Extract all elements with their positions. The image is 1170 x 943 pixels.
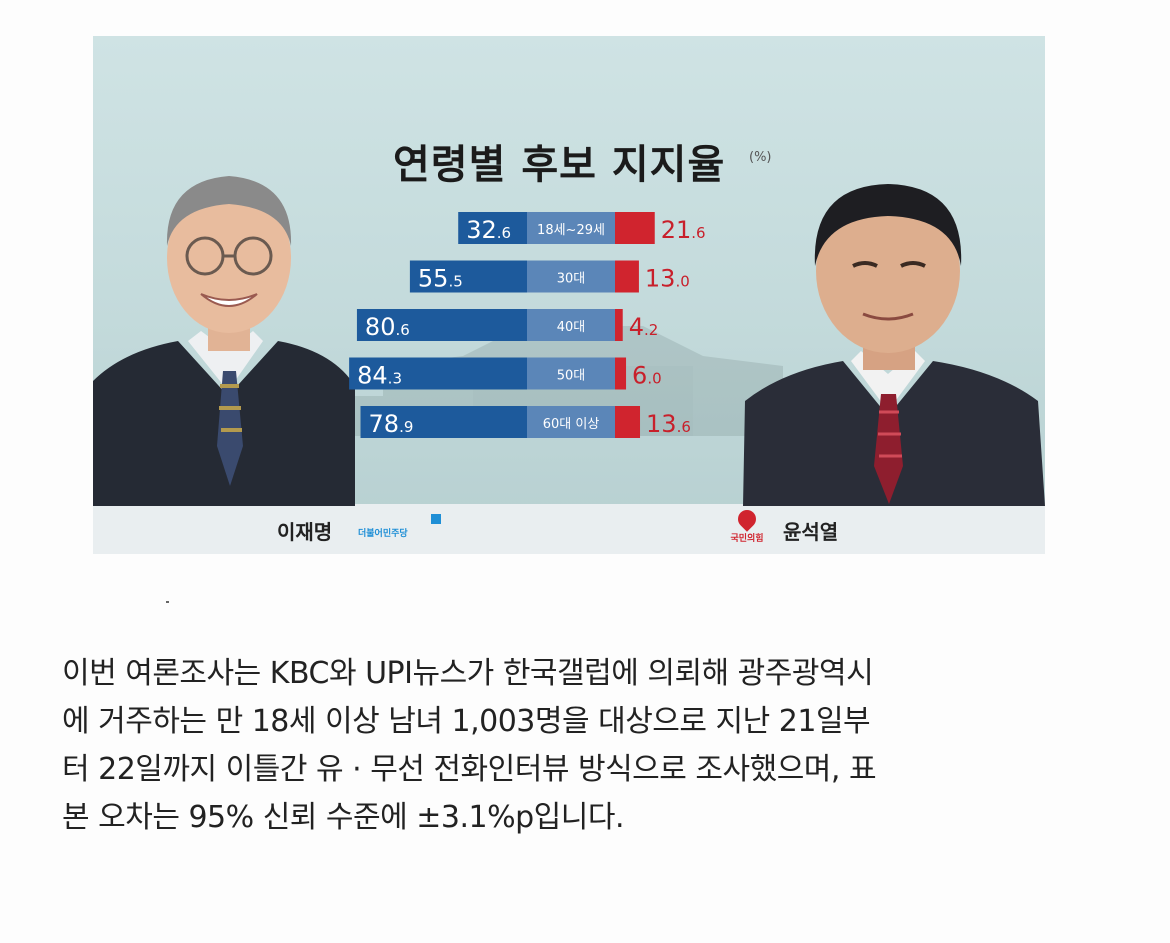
category-band-1	[527, 260, 615, 293]
caption-line-2: 에 거주하는 만 18세 이상 남녀 1,003명을 대상으로 지난 21일부	[62, 704, 871, 739]
left-value-label-0: 32.6	[466, 216, 511, 244]
right-value-label-4: 13.6	[646, 410, 691, 438]
right-value-label-3: 6.0	[632, 362, 662, 390]
divider-dot	[166, 601, 169, 603]
right-value-label-0: 21.6	[661, 216, 706, 244]
bar-left-1	[409, 260, 527, 293]
caption-line-3: 터 22일까지 이틀간 유 · 무선 전화인터뷰 방식으로 조사했으며, 표	[62, 752, 877, 787]
chart-title: 연령별 후보 지지율	[393, 142, 726, 188]
bar-right-2	[615, 309, 623, 341]
bar-right-3	[615, 357, 627, 390]
category-label-1: 30대	[557, 272, 586, 287]
left-candidate-photo	[93, 176, 355, 506]
bar-right-1	[615, 260, 639, 293]
left-value-label-4: 78.9	[369, 410, 414, 438]
left-value-label-1: 55.5	[418, 265, 463, 293]
bar-right-4	[615, 406, 641, 438]
left-party-name: 더불어민주당	[358, 529, 408, 539]
right-party-name: 국민의힘	[730, 534, 764, 544]
category-band-4	[527, 406, 615, 438]
right-value-label-2: 4.2	[629, 313, 659, 341]
left-value-label-3: 84.3	[357, 362, 402, 390]
category-label-0: 18세~29세	[537, 223, 605, 238]
bar-left-0	[458, 212, 527, 244]
left-candidate-name: 이재명	[277, 520, 333, 544]
right-value-label-1: 13.0	[645, 265, 690, 293]
right-party-logo: 국민의힘	[725, 506, 769, 544]
caption-line-1: 이번 여론조사는 KBC와 UPI뉴스가 한국갤럽에 의뢰해 광주광역시	[62, 656, 874, 691]
bar-left-4	[360, 406, 527, 438]
right-candidate-photo	[743, 184, 1045, 506]
bar-left-2	[356, 309, 527, 341]
category-band-2	[527, 309, 615, 341]
caption-line-4: 본 오차는 95% 신뢰 수준에 ±3.1%p입니다.	[62, 800, 625, 835]
candidate-footer-band	[93, 504, 1045, 554]
category-band-0	[527, 212, 615, 244]
left-party-logo: 더불어민주당	[358, 514, 441, 539]
age-support-bar-chart: 18세~29세 32.6 21.6 30대 55.5 13.0 40대 80.6 4.2 50대 8…	[349, 212, 706, 438]
chart-unit: (%)	[749, 150, 772, 165]
bar-right-0	[615, 212, 655, 244]
left-value-label-2: 80.6	[365, 313, 410, 341]
category-label-2: 40대	[557, 320, 586, 335]
chart-card: 연령별 후보 지지율 (%) 이재명 더불어민주당 국민의힘 윤석열 18세~	[93, 36, 1045, 554]
category-label-3: 50대	[557, 369, 586, 384]
article-caption: 이번 여론조사는 KBC와 UPI뉴스가 한국갤럽에 의뢰해 광주광역시 에 거…	[62, 650, 1122, 842]
category-label-4: 60대 이상	[543, 417, 600, 432]
party-flag-icon	[431, 514, 441, 524]
category-band-3	[527, 357, 615, 390]
bar-left-3	[349, 357, 527, 390]
right-candidate-name: 윤석열	[783, 520, 839, 544]
